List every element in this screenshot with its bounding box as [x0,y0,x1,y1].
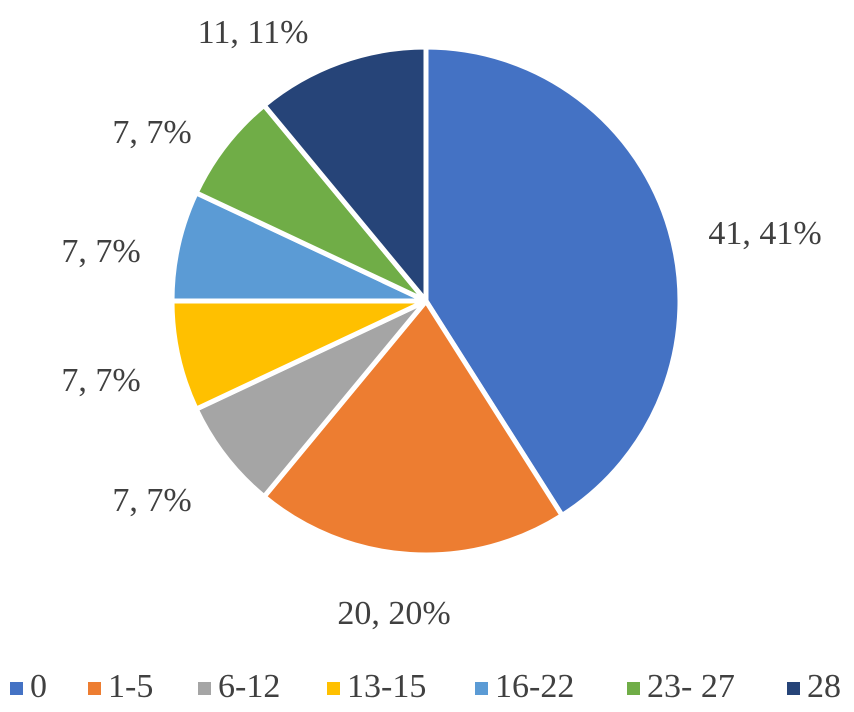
legend-label: 23- 27 [647,668,735,705]
legend-swatch [10,682,23,695]
legend-label: 1-5 [108,668,153,705]
legend-label: 6-12 [218,668,280,705]
data-label-1-5: 20, 20% [337,595,450,632]
legend-swatch [198,682,211,695]
legend-swatch [627,682,640,695]
legend: 0 1-5 6-12 13-15 16-22 23- 27 28 [10,668,841,705]
pie-slices [169,44,683,558]
legend-item-16-22: 16-22 [475,668,574,705]
legend-label: 13-15 [347,668,426,705]
legend-swatch [787,682,800,695]
data-labels: 41, 41% 20, 20% 7, 7% 7, 7% 7, 7% 7, 7% 11, 11… [61,14,821,632]
pie-slice-1-5 [261,298,565,558]
data-label-6-12: 7, 7% [112,482,191,519]
legend-label: 16-22 [495,668,574,705]
legend-item-28: 28 [787,668,841,705]
data-label-0: 41, 41% [708,215,821,252]
legend-item-0: 0 [10,668,47,705]
legend-item-6-12: 6-12 [198,668,280,705]
legend-swatch [475,682,488,695]
data-label-13-15: 7, 7% [61,362,140,399]
legend-item-13-15: 13-15 [327,668,426,705]
legend-label: 28 [807,668,841,705]
legend-item-23-27: 23- 27 [627,668,735,705]
legend-label: 0 [30,668,47,705]
legend-swatch [88,682,101,695]
data-label-23-27: 7, 7% [112,114,191,151]
legend-item-1-5: 1-5 [88,668,153,705]
data-label-16-22: 7, 7% [61,233,140,270]
pie-slice-28 [261,44,429,304]
data-label-28: 11, 11% [198,14,309,51]
legend-swatch [327,682,340,695]
